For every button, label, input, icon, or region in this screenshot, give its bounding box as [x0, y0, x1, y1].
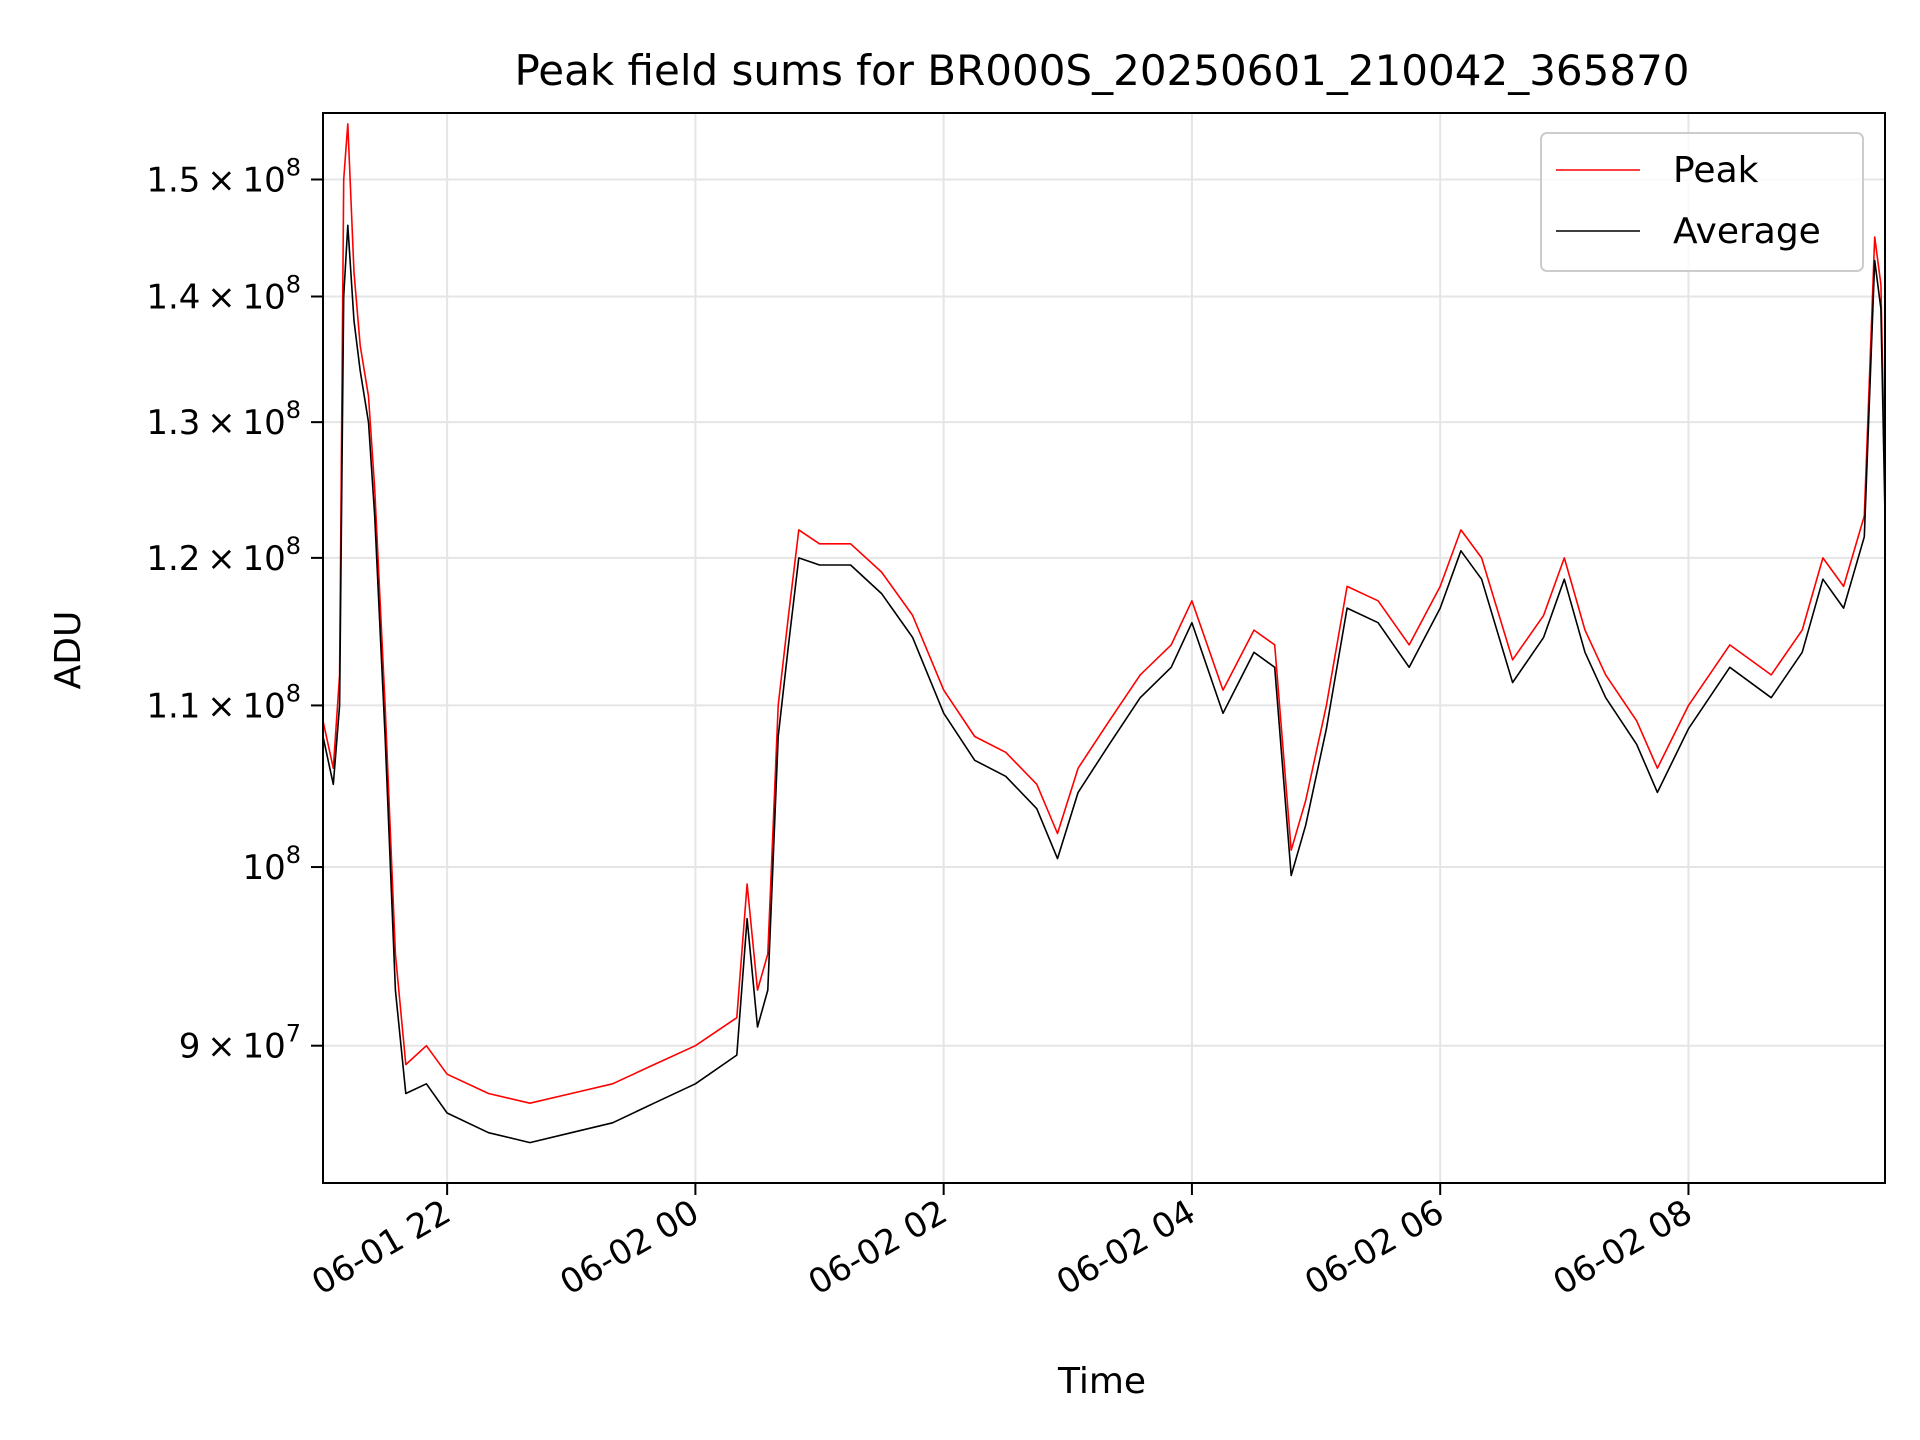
y-tick-label: 1.5 × 108	[146, 154, 301, 201]
y-tick-label: 1.3 × 108	[146, 396, 301, 443]
y-tick-label: 1.1 × 108	[146, 679, 301, 726]
y-tick-label: 9 × 107	[179, 1020, 301, 1067]
y-tick-label: 1.2 × 108	[146, 532, 301, 579]
y-tick-label: 1.4 × 108	[146, 270, 301, 317]
plot-frame	[322, 112, 1886, 1184]
series-line-average	[323, 224, 1885, 1144]
series-line-peak	[323, 123, 1885, 1104]
legend-label-peak: Peak	[1673, 150, 1759, 191]
series-layer	[323, 123, 1885, 1144]
y-axis: 9 × 107 108 1.1 × 108 1.2 × 108 1.3 × 108 1.4…	[146, 154, 323, 1067]
x-axis-label: Time	[1057, 1361, 1146, 1402]
y-axis-label: ADU	[48, 611, 89, 690]
legend: Peak Average	[1540, 132, 1864, 272]
legend-label-average: Average	[1673, 211, 1821, 252]
grid	[323, 113, 1885, 1183]
chart-title: Peak field sums for BR000S_20250601_2100…	[514, 46, 1689, 95]
legend-box	[1540, 132, 1864, 272]
y-tick-label: 108	[242, 841, 301, 888]
